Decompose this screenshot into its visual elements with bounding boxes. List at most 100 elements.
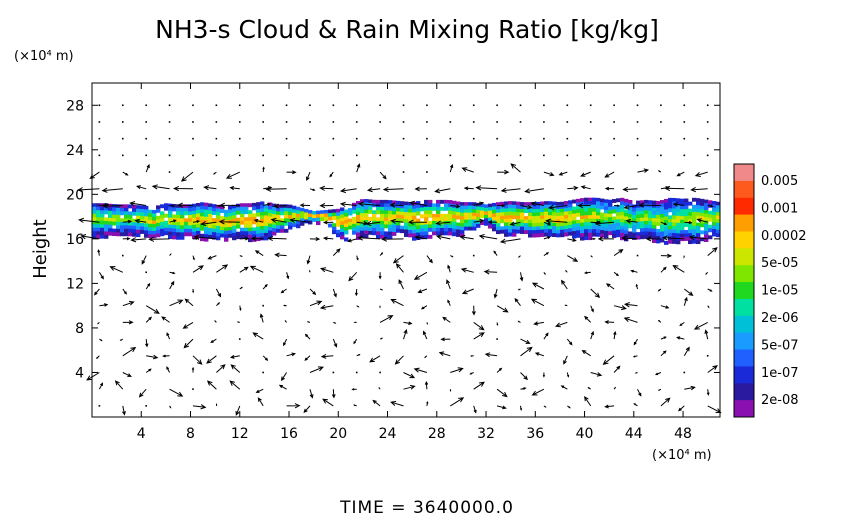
- wind-vector: [519, 272, 524, 282]
- cloud-cell: [508, 229, 513, 233]
- cloud-cell: [476, 206, 481, 211]
- cloud-cell: [204, 230, 209, 235]
- wind-vector: [357, 235, 381, 241]
- cloud-cell: [496, 202, 501, 207]
- wind-vector: [496, 137, 498, 140]
- cloud-cell: [272, 203, 277, 208]
- cloud-cell: [624, 237, 629, 242]
- cloud-cell: [684, 198, 689, 203]
- wind-vector: [122, 405, 126, 416]
- cloud-cell: [300, 218, 305, 223]
- x-tick-label: 24: [379, 426, 397, 442]
- cloud-cell: [164, 213, 169, 218]
- wind-vector: [621, 235, 638, 241]
- wind-vector: [180, 171, 194, 182]
- cloud-cell: [244, 227, 249, 232]
- cloud-cell: [684, 223, 689, 227]
- cloud-cell: [576, 209, 581, 214]
- wind-vector: [530, 201, 544, 207]
- cloud-cell: [508, 222, 513, 226]
- cloud-cell: [676, 212, 681, 217]
- cloud-cell: [596, 208, 601, 213]
- cloud-cell: [140, 205, 145, 210]
- cloud-cell: [608, 231, 613, 236]
- cloud-cell: [120, 204, 125, 209]
- cloud-cell: [584, 197, 589, 202]
- wind-vector: [473, 321, 485, 331]
- cloud-cell: [368, 216, 373, 221]
- cloud-cell: [372, 217, 377, 222]
- cloud-cell: [500, 226, 505, 231]
- cloud-cell: [628, 234, 633, 239]
- cloud-cell: [680, 233, 685, 238]
- cloud-cell: [100, 224, 105, 229]
- cloud-cell: [132, 208, 137, 213]
- wind-vector: [707, 288, 713, 292]
- cloud-cell: [112, 221, 117, 226]
- cloud-cell: [540, 208, 545, 213]
- cloud-cell: [396, 221, 401, 226]
- cloud-cell: [688, 215, 693, 220]
- wind-vector: [683, 296, 688, 306]
- cloud-cell: [244, 203, 249, 208]
- cloud-cell: [348, 225, 353, 230]
- cloud-cell: [660, 203, 665, 208]
- cloud-cell: [512, 204, 517, 209]
- cloud-cell: [532, 233, 537, 238]
- wind-vector: [215, 288, 222, 298]
- cloud-cell: [96, 217, 101, 222]
- cloud-cell: [280, 225, 285, 230]
- cloud-cell: [132, 229, 137, 234]
- cloud-cell: [256, 202, 261, 207]
- cloud-cell: [496, 230, 501, 235]
- cloud-cell: [552, 215, 557, 220]
- cloud-cell: [176, 232, 181, 237]
- cloud-cell: [280, 228, 285, 233]
- cloud-cell: [692, 236, 697, 241]
- cloud-cell: [512, 232, 517, 237]
- cloud-cell: [660, 228, 665, 232]
- cloud-cell: [96, 210, 101, 215]
- cloud-cell: [688, 226, 693, 231]
- wind-vector: [613, 305, 627, 311]
- cloud-cell: [240, 206, 245, 211]
- wind-vector: [381, 236, 404, 242]
- cloud-cell: [696, 222, 701, 227]
- y-tick-label: 24: [66, 143, 84, 159]
- cloud-cell: [404, 222, 409, 227]
- wind-vector: [613, 330, 617, 340]
- cloud-cell: [632, 211, 637, 216]
- cloud-cell: [516, 229, 521, 234]
- wind-vector: [304, 333, 311, 340]
- wind-vector: [660, 266, 667, 273]
- cloud-cell: [684, 230, 689, 234]
- cloud-cell: [252, 234, 257, 239]
- cloud-cell: [460, 226, 465, 231]
- wind-vector: [426, 255, 433, 264]
- cloud-cell: [212, 218, 217, 223]
- wind-vector: [173, 185, 194, 192]
- cloud-cell: [100, 231, 105, 236]
- wind-vector: [567, 238, 577, 242]
- wind-vector: [332, 137, 335, 140]
- cloud-cell: [252, 220, 257, 225]
- cloud-cell: [424, 199, 429, 204]
- wind-vector: [460, 267, 474, 273]
- cloud-cell: [132, 232, 137, 237]
- wind-vector: [379, 137, 381, 140]
- cloud-cell: [576, 202, 581, 207]
- cloud-cell: [404, 233, 409, 237]
- cloud-cell: [112, 211, 117, 216]
- cloud-cell: [448, 200, 453, 204]
- wind-vector: [168, 121, 171, 123]
- cloud-cell: [668, 197, 673, 202]
- cloud-cell: [592, 232, 597, 237]
- cloud-cell: [200, 223, 205, 228]
- cloud-cell: [528, 209, 533, 214]
- cloud-cell: [568, 210, 573, 215]
- cloud-cell: [252, 213, 257, 218]
- cloud-cell: [248, 224, 253, 229]
- cloud-cell: [372, 227, 377, 232]
- cloud-cell: [196, 220, 201, 225]
- cloud-cell: [248, 231, 253, 236]
